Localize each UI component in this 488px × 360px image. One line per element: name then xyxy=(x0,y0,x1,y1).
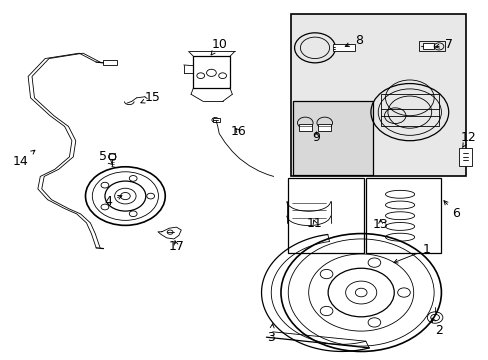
Bar xyxy=(193,57,229,88)
Bar xyxy=(298,123,311,131)
Bar xyxy=(292,102,372,175)
Bar xyxy=(109,153,115,159)
Bar xyxy=(318,123,330,131)
Text: 9: 9 xyxy=(312,131,320,144)
Text: 3: 3 xyxy=(267,324,275,344)
Bar xyxy=(380,94,438,126)
Bar xyxy=(423,43,433,49)
Bar xyxy=(290,14,465,176)
Text: 17: 17 xyxy=(168,240,184,253)
Text: 6: 6 xyxy=(443,201,459,220)
Text: 12: 12 xyxy=(459,131,475,147)
Bar xyxy=(332,44,354,51)
Text: 11: 11 xyxy=(306,217,322,230)
Text: 15: 15 xyxy=(141,91,160,104)
Text: 7: 7 xyxy=(434,38,452,51)
Text: 13: 13 xyxy=(372,218,388,231)
Text: 16: 16 xyxy=(230,125,246,138)
Text: 10: 10 xyxy=(211,39,227,55)
Text: 4: 4 xyxy=(104,195,122,208)
Text: 2: 2 xyxy=(431,318,442,337)
Bar xyxy=(212,118,220,122)
Bar xyxy=(458,148,470,166)
Bar xyxy=(287,178,363,253)
Text: 8: 8 xyxy=(345,34,362,47)
Text: 1: 1 xyxy=(393,243,430,263)
Text: 5: 5 xyxy=(99,150,112,165)
Text: 14: 14 xyxy=(13,150,35,168)
Bar xyxy=(366,178,441,253)
Bar xyxy=(418,41,445,51)
Bar xyxy=(103,60,117,64)
